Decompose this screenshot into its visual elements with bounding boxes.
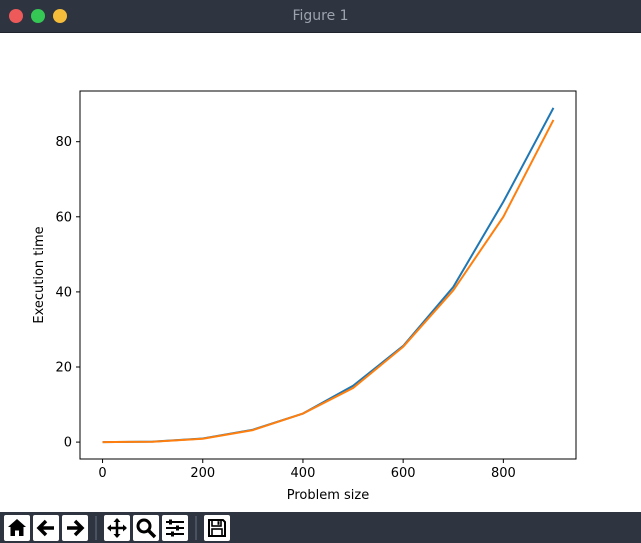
back-button[interactable] xyxy=(33,515,59,541)
zoom-icon xyxy=(136,518,157,539)
home-button[interactable] xyxy=(4,515,30,541)
configure-subplots-icon xyxy=(166,519,184,537)
x-axis-label: Problem size xyxy=(287,488,370,503)
y-tick-label: 60 xyxy=(55,210,72,225)
window-title: Figure 1 xyxy=(292,8,349,24)
figure-toolbar xyxy=(0,512,641,543)
series-line-2 xyxy=(102,119,555,444)
toolbar-separator xyxy=(195,516,197,540)
forward-arrow-icon xyxy=(67,519,85,537)
y-tick-label: 40 xyxy=(55,285,72,300)
y-tick-label: 0 xyxy=(64,436,72,451)
minimize-button[interactable] xyxy=(31,9,45,23)
configure-subplots-button[interactable] xyxy=(162,515,188,541)
ticks-layer: 0 200 400 600 800 0 20 40 60 80 xyxy=(55,135,515,481)
forward-button[interactable] xyxy=(62,515,88,541)
window-titlebar: Figure 1 xyxy=(0,0,641,33)
x-tick-label: 800 xyxy=(491,466,516,481)
y-tick-label: 20 xyxy=(55,361,72,376)
figure-canvas: 0 200 400 600 800 0 20 40 60 80 Problem size Exec… xyxy=(32,90,577,503)
maximize-button[interactable] xyxy=(53,9,67,23)
close-button[interactable] xyxy=(9,9,23,23)
save-button[interactable] xyxy=(204,515,230,541)
x-tick-label: 400 xyxy=(291,466,316,481)
series-layer xyxy=(102,107,555,444)
back-arrow-icon xyxy=(36,519,54,537)
toolbar-separator xyxy=(95,516,97,540)
save-icon xyxy=(208,519,226,537)
zoom-button[interactable] xyxy=(133,515,159,541)
x-tick-label: 600 xyxy=(391,466,416,481)
home-icon xyxy=(8,519,26,536)
x-tick-label: 0 xyxy=(98,466,106,481)
pan-icon xyxy=(107,518,127,538)
pan-button[interactable] xyxy=(104,515,130,541)
plot-area xyxy=(79,90,577,460)
y-axis-label: Execution time xyxy=(32,226,47,323)
x-tick-label: 200 xyxy=(190,466,215,481)
y-tick-label: 80 xyxy=(55,135,72,150)
